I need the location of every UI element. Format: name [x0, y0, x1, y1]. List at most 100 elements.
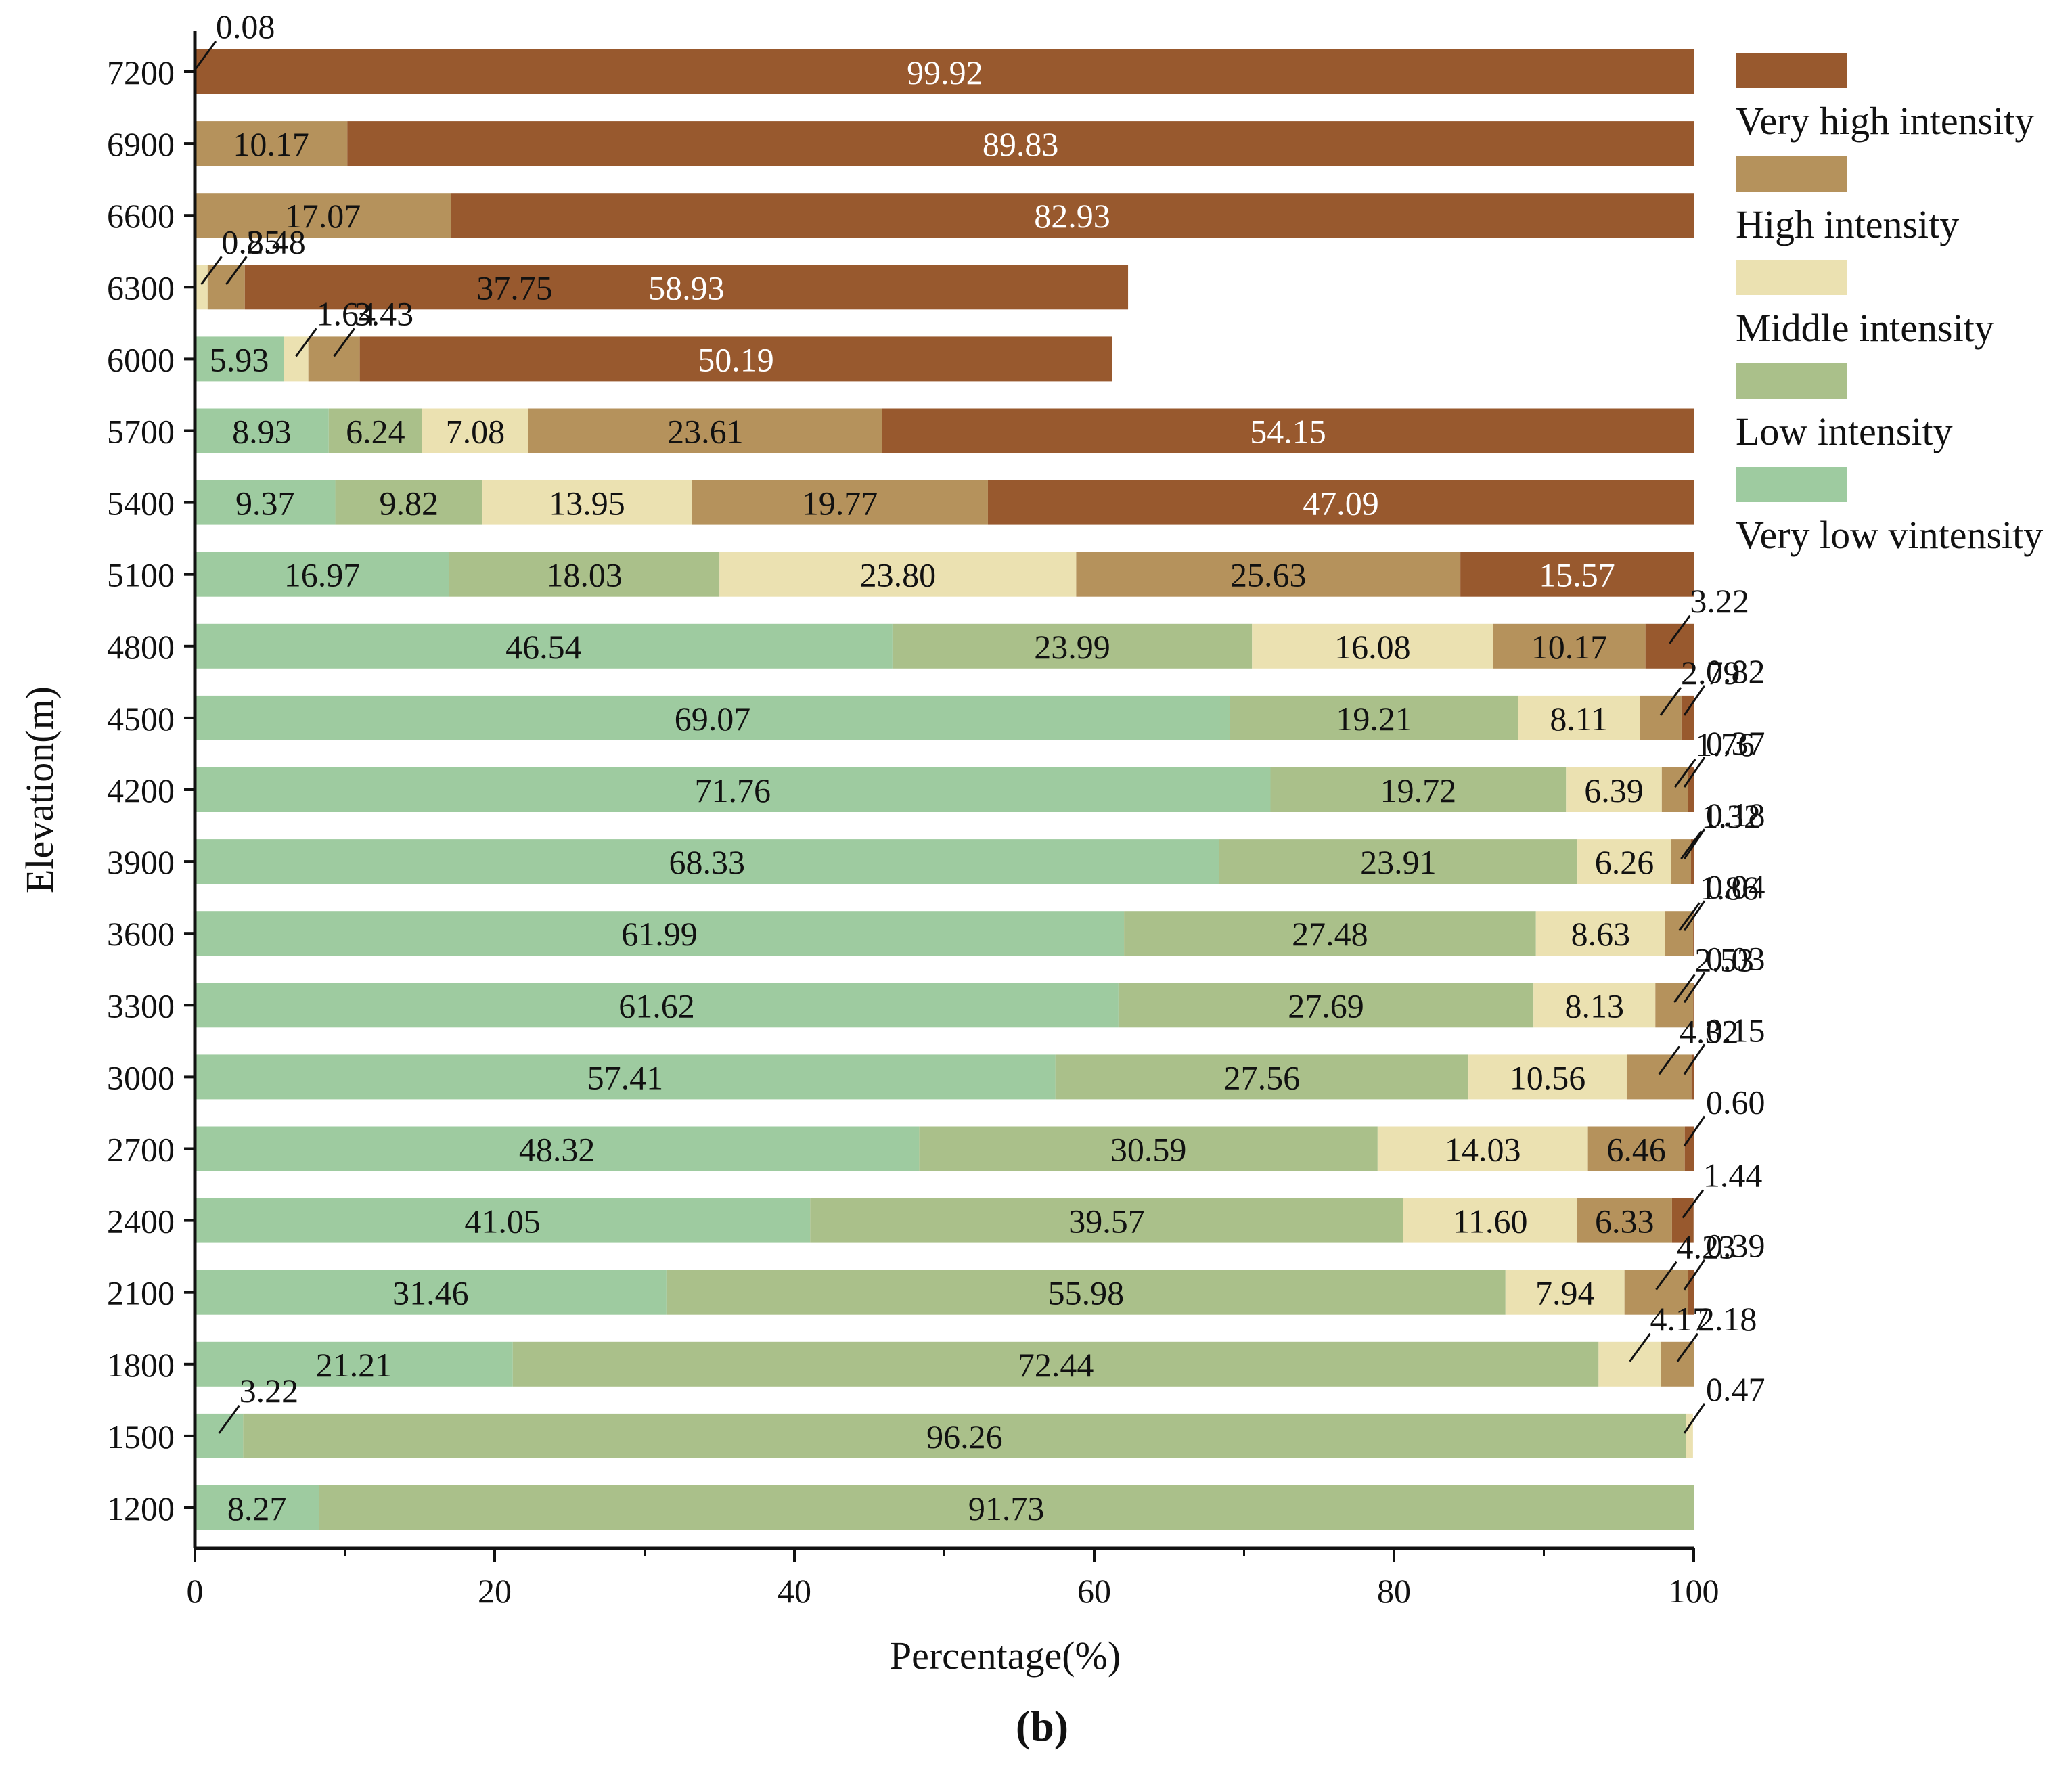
leader-line-4800-s4	[1669, 614, 1691, 644]
leader-line-3000-s4	[1683, 1043, 1706, 1075]
value-labels-layer: 0.08 99.92 10.17 89.83 17.07 82.93 0.852.48 58.…	[194, 7, 1765, 1527]
bar-1500-s1	[243, 1413, 1686, 1458]
legend-swatch-2	[1736, 260, 1847, 295]
bar-5100-s0	[195, 552, 449, 597]
data-label-6300-s4: 58.93	[648, 269, 725, 307]
legend-swatch-3	[1736, 363, 1847, 399]
y-tick-label-5100: 5100	[107, 556, 175, 594]
bar-5100-s4	[1460, 552, 1694, 597]
data-label-1200-s1: 91.73	[968, 1489, 1045, 1527]
bar-2400-s4	[1671, 1198, 1694, 1243]
bar-3300-s0	[195, 983, 1119, 1028]
y-tick-label-2100: 2100	[107, 1274, 175, 1312]
data-label-5700-s4: 54.15	[1250, 413, 1326, 451]
bar-4500-s2	[1518, 695, 1640, 740]
y-tick-label-6000: 6000	[107, 340, 175, 378]
bar-5700-s0	[195, 408, 329, 453]
bar-3600-s1	[1124, 911, 1536, 956]
data-label-4500-s3: 2.79	[1681, 654, 1740, 692]
bar-1800-s3	[1661, 1341, 1694, 1387]
leader-line-6000-s2	[295, 328, 317, 357]
data-label-6300-s2: 0.85	[221, 223, 281, 261]
y-tick-label-4800: 4800	[107, 628, 175, 666]
y-tick-label-5700: 5700	[107, 413, 175, 451]
data-label-6000-s2: 1.64	[317, 294, 376, 332]
bar-4800-s3	[1493, 623, 1646, 669]
bar-6300-s3	[207, 265, 245, 310]
data-label-4500-s0: 69.07	[675, 700, 751, 738]
leader-line-6000-s3	[333, 328, 355, 357]
legend-label-0: Very high intensity	[1736, 99, 2034, 143]
data-label-5700-s3: 23.61	[667, 413, 744, 451]
data-label-1800-s0: 21.21	[316, 1346, 392, 1384]
bar-3000-s4	[1691, 1054, 1694, 1100]
data-label-3300-s1: 27.69	[1288, 987, 1364, 1025]
bar-5700-s2	[422, 408, 528, 453]
bar-2100-s4	[1688, 1270, 1694, 1315]
bar-1500-s2	[1686, 1413, 1693, 1458]
bar-2700-s2	[1377, 1126, 1588, 1171]
bar-4800-s2	[1252, 623, 1493, 669]
bar-2100-s3	[1624, 1270, 1688, 1315]
bar-3300-s1	[1118, 983, 1534, 1028]
data-label-5400-s2: 13.95	[549, 485, 625, 522]
bar-6300-s2	[195, 265, 208, 310]
y-tick-label-6600: 6600	[107, 197, 175, 235]
data-label-5400-s0: 9.37	[235, 485, 295, 522]
data-label-2700-s1: 30.59	[1110, 1131, 1187, 1169]
bar-5700-s1	[328, 408, 423, 453]
extra-label-6300: 37.75	[476, 269, 553, 307]
data-label-1800-s1: 72.44	[1018, 1346, 1094, 1384]
y-tick-label-3900: 3900	[107, 843, 175, 881]
data-label-6300-s3: 2.48	[246, 223, 306, 261]
data-label-5400-s4: 47.09	[1303, 485, 1379, 522]
bar-2700-s3	[1587, 1126, 1685, 1171]
y-tick-label-6300: 6300	[107, 269, 175, 307]
bar-4800-s4	[1645, 623, 1694, 669]
data-label-2100-s1: 55.98	[1048, 1274, 1125, 1312]
y-tick-label-1500: 1500	[107, 1418, 175, 1456]
data-label-2700-s2: 14.03	[1445, 1131, 1521, 1169]
bar-2100-s0	[195, 1270, 667, 1315]
bars-layer	[195, 49, 1694, 1530]
bar-5400-s3	[692, 480, 988, 525]
data-label-3900-s0: 68.33	[669, 843, 746, 881]
data-label-4800-s4: 3.22	[1690, 582, 1749, 620]
bar-4200-s1	[1270, 767, 1567, 812]
bar-1200-s0	[195, 1485, 319, 1530]
y-tick-label-6900: 6900	[107, 125, 175, 163]
data-label-6000-s4: 50.19	[698, 340, 774, 378]
data-label-2100-s3: 4.23	[1677, 1228, 1736, 1266]
bar-3900-s3	[1671, 839, 1692, 884]
data-label-3900-s4: 0.18	[1706, 796, 1765, 834]
leader-line-1800-s2	[1629, 1332, 1651, 1362]
y-tick-label-2400: 2400	[107, 1203, 175, 1240]
bar-4500-s0	[195, 695, 1230, 740]
data-label-3900-s3: 1.32	[1701, 797, 1761, 835]
bar-6600-s4	[451, 193, 1694, 238]
bar-3900-s2	[1577, 839, 1671, 884]
data-label-5100-s0: 16.97	[284, 556, 361, 594]
bar-5700-s3	[528, 408, 882, 453]
bar-2100-s2	[1505, 1270, 1625, 1315]
bar-2400-s0	[195, 1198, 811, 1243]
data-label-1500-s0: 3.22	[240, 1372, 299, 1410]
bar-3000-s0	[195, 1054, 1056, 1100]
leader-line-7200-s3	[194, 41, 217, 70]
leader-line-1500-s0	[218, 1405, 240, 1434]
data-label-4200-s1: 19.72	[1380, 771, 1457, 809]
bar-5400-s1	[335, 480, 483, 525]
bar-2700-s4	[1684, 1126, 1694, 1171]
data-label-5100-s3: 25.63	[1230, 556, 1307, 594]
bar-4800-s0	[195, 623, 893, 669]
leader-line-2400-s4	[1682, 1189, 1705, 1219]
bar-3300-s3	[1655, 983, 1694, 1028]
bar-4500-s3	[1640, 695, 1682, 740]
bar-3000-s2	[1468, 1054, 1627, 1100]
bar-3300-s4	[1693, 983, 1694, 1028]
data-label-2100-s2: 7.94	[1535, 1274, 1595, 1312]
x-tick-label-100: 100	[1669, 1572, 1719, 1610]
legend-label-2: Middle intensity	[1736, 306, 1994, 350]
